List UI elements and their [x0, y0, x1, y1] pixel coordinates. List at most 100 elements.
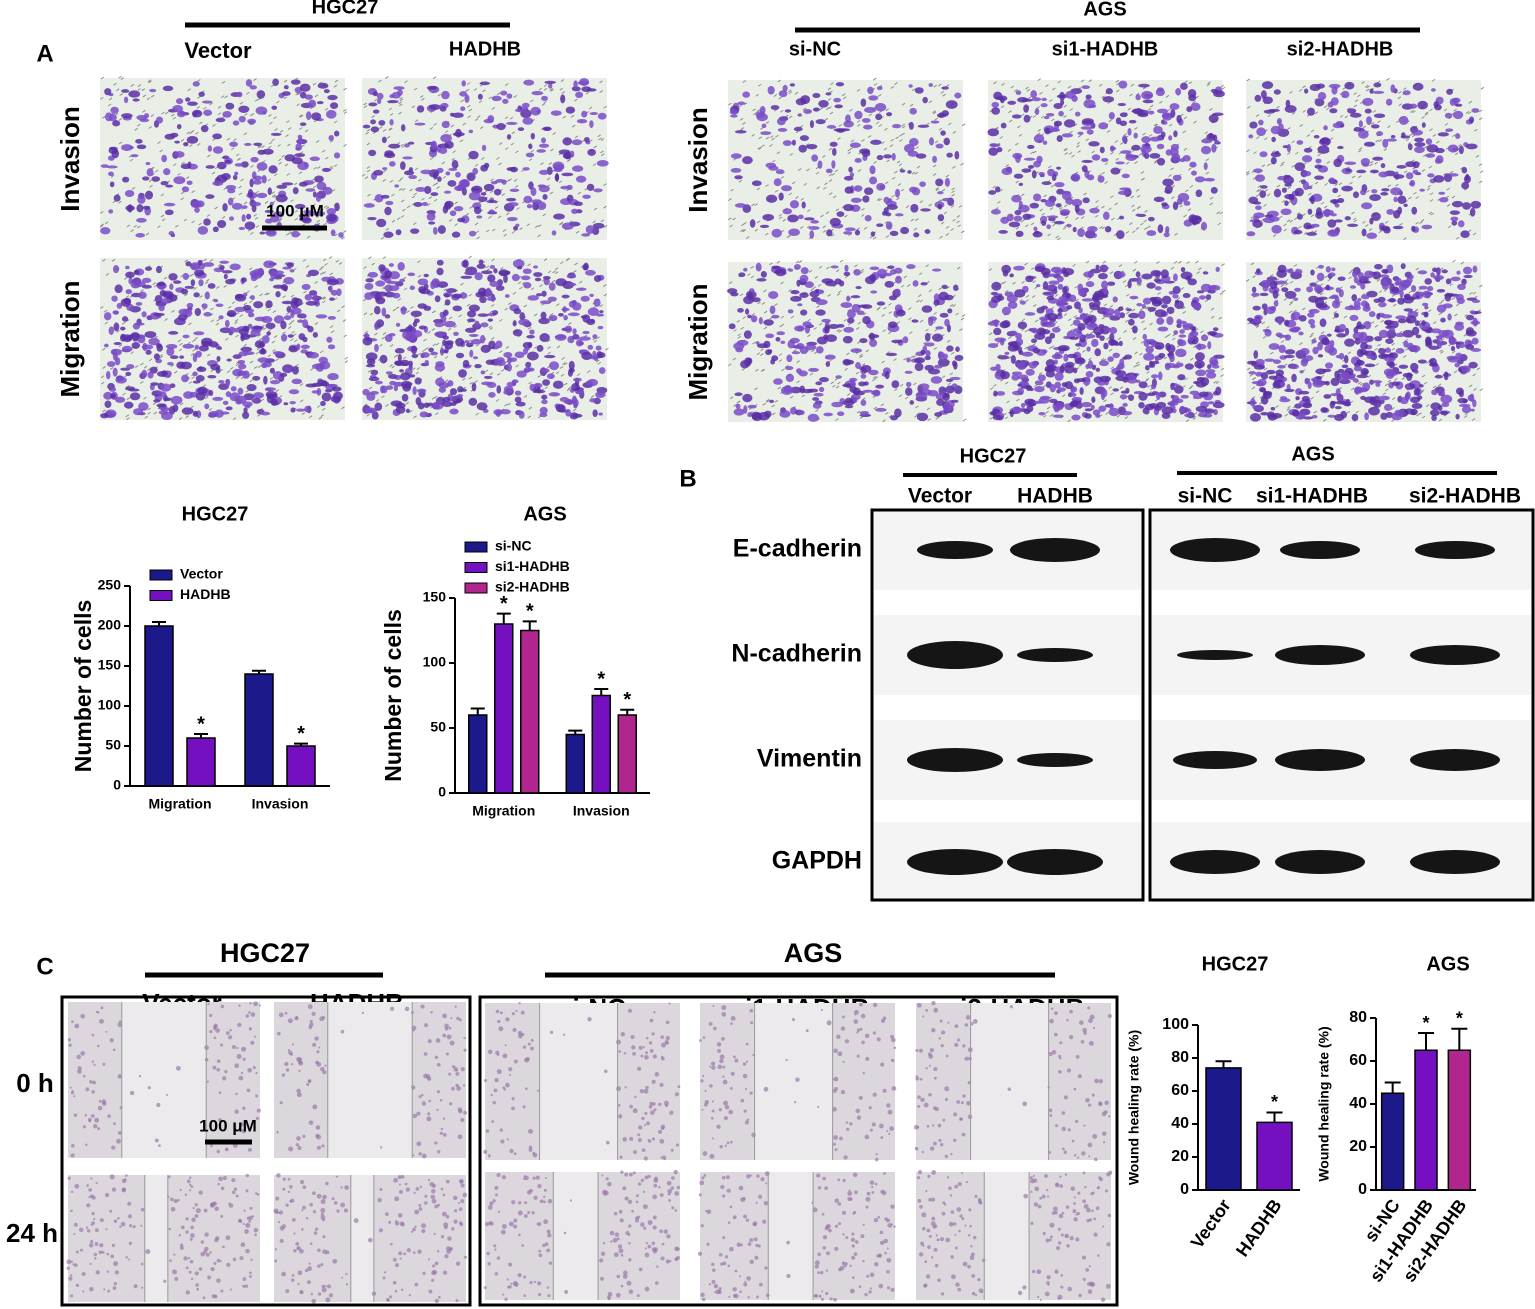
cell: [374, 292, 381, 302]
cell: [831, 160, 836, 169]
pore: [1193, 120, 1197, 124]
pore: [491, 228, 496, 232]
pore: [844, 367, 848, 371]
pore: [1447, 225, 1452, 229]
cell: [170, 355, 179, 360]
cell: [183, 142, 189, 147]
cell: [325, 213, 338, 222]
cell: [370, 119, 376, 125]
pore: [283, 79, 288, 83]
cell: [1419, 188, 1425, 192]
pore: [504, 147, 509, 150]
cell: [478, 259, 484, 265]
cell: [924, 229, 931, 234]
pore: [333, 84, 338, 88]
pore: [1083, 192, 1087, 196]
pore: [1063, 313, 1068, 316]
pore: [1038, 372, 1043, 376]
cell: [452, 293, 463, 299]
pore: [940, 90, 945, 94]
pore: [208, 408, 213, 411]
cell: [137, 195, 146, 204]
cell: [471, 187, 480, 191]
pore: [1062, 226, 1067, 230]
pore: [468, 108, 473, 112]
column-label: Vector: [184, 38, 252, 63]
cell: [889, 230, 899, 236]
cell: [1258, 119, 1264, 126]
pore: [1479, 117, 1483, 121]
cell: [1125, 154, 1137, 161]
cell: [413, 201, 423, 208]
cell: [797, 325, 804, 332]
cell: [942, 197, 952, 202]
cell: [1433, 175, 1445, 183]
pore: [843, 96, 847, 100]
cell: [991, 209, 1001, 215]
cell: [924, 355, 931, 361]
cell: [578, 349, 586, 354]
pore: [505, 346, 510, 349]
pore: [294, 209, 299, 213]
pore: [179, 402, 184, 406]
pore: [343, 144, 347, 147]
pore: [600, 150, 604, 154]
pore: [950, 351, 955, 355]
pore: [602, 284, 607, 288]
cell: [571, 383, 580, 392]
pore: [125, 295, 130, 299]
cell: [1313, 135, 1320, 139]
pore: [235, 363, 240, 367]
pore: [373, 98, 378, 102]
cell: [133, 408, 144, 416]
cell: [944, 318, 950, 327]
pore: [559, 87, 564, 91]
cell: [283, 402, 289, 406]
pore: [476, 236, 480, 240]
pore: [1089, 309, 1094, 313]
pore: [367, 193, 371, 197]
pore: [1024, 262, 1028, 266]
pore: [1074, 285, 1078, 289]
pore: [1037, 128, 1041, 132]
pore: [235, 376, 240, 380]
pore: [192, 339, 196, 343]
cell: [1119, 312, 1126, 319]
cell: [411, 353, 419, 359]
pore: [293, 333, 297, 337]
pore: [1206, 83, 1211, 87]
pore: [593, 145, 598, 149]
cell: [1264, 214, 1274, 218]
cell: [730, 167, 742, 173]
cell: [1412, 169, 1419, 175]
pore: [760, 348, 764, 352]
pore: [1024, 329, 1029, 333]
cell: [256, 192, 268, 199]
pore: [474, 380, 478, 383]
pore: [432, 343, 437, 347]
pore: [738, 179, 743, 183]
cell: [743, 267, 748, 272]
cell: [949, 376, 961, 381]
cell: [1038, 412, 1046, 416]
cell: [451, 159, 459, 169]
cell: [195, 350, 202, 358]
cell: [237, 359, 246, 365]
cell: [736, 339, 749, 346]
pore: [1140, 171, 1145, 174]
cell: [407, 141, 415, 145]
pore: [489, 327, 494, 330]
pore: [1353, 92, 1358, 96]
cell: [1062, 286, 1068, 295]
pore: [344, 356, 348, 360]
cell: [448, 167, 458, 171]
cell: [1098, 405, 1107, 412]
pore: [1184, 377, 1188, 381]
pore: [254, 216, 259, 220]
cell: [234, 163, 245, 167]
pore: [140, 381, 144, 384]
cell: [935, 178, 944, 187]
pore: [330, 330, 335, 334]
cell: [756, 278, 767, 282]
cell: [416, 388, 427, 393]
